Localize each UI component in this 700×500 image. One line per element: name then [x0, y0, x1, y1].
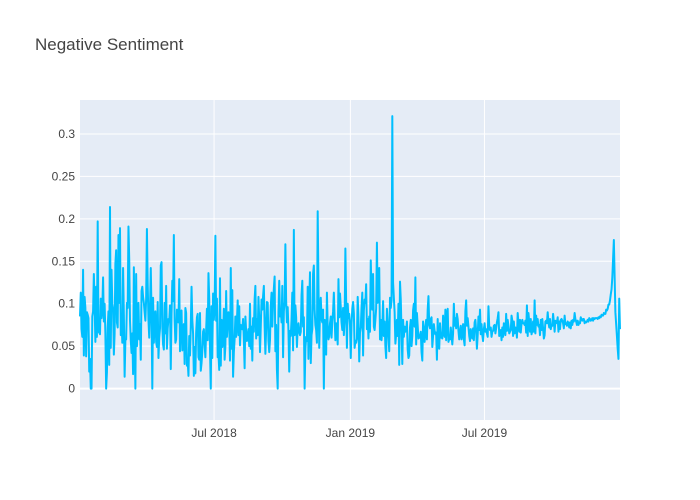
series-line — [79, 115, 621, 390]
y-tick-label: 0.05 — [52, 339, 76, 353]
x-axis-tick-labels: Jul 2018 Jan 2019 Jul 2019 — [191, 426, 507, 440]
y-axis-tick-labels: 0 0.05 0.1 0.15 0.2 0.25 0.3 — [52, 127, 76, 396]
y-tick-label: 0.3 — [58, 127, 75, 141]
chart-title: Negative Sentiment — [35, 35, 184, 54]
x-tick-label: Jan 2019 — [326, 426, 376, 440]
y-tick-label: 0.1 — [58, 297, 75, 311]
y-tick-label: 0.2 — [58, 212, 75, 226]
series-layer — [79, 115, 621, 390]
x-tick-label: Jul 2019 — [462, 426, 508, 440]
y-tick-label: 0.25 — [52, 169, 76, 183]
y-tick-label: 0.15 — [52, 254, 76, 268]
y-tick-label: 0 — [68, 382, 75, 396]
x-gridlines — [213, 100, 485, 420]
x-tick-label: Jul 2018 — [191, 426, 237, 440]
